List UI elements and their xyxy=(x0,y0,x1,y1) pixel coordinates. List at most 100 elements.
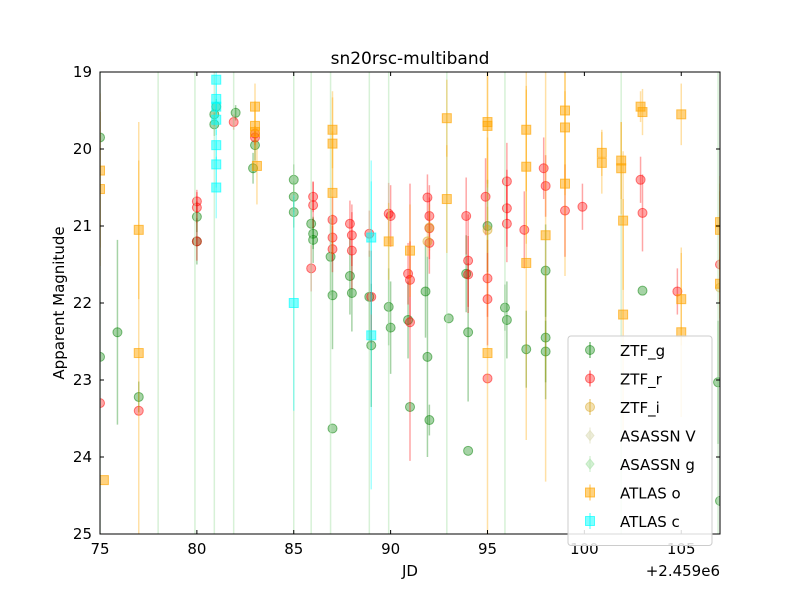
point-ztf-r xyxy=(422,192,433,203)
point-atlas-o xyxy=(100,475,109,486)
point-ztf-r xyxy=(133,405,144,416)
point-atlas-o xyxy=(250,127,260,138)
point-ztf-r xyxy=(637,207,648,218)
legend-label-ztf-i: ZTF_i xyxy=(620,399,660,418)
legend-marker-ztf-r xyxy=(585,373,595,384)
point-ztf-r xyxy=(191,202,202,213)
point-ztf-g xyxy=(344,271,355,282)
point-ztf-g xyxy=(463,445,474,456)
point-ztf-r xyxy=(308,200,319,211)
legend-label-ztf-r: ZTF_r xyxy=(620,371,663,390)
point-ztf-r xyxy=(480,191,491,202)
series-atlas-o xyxy=(100,72,720,534)
y-tick-label: 19 xyxy=(73,63,92,81)
point-ztf-r xyxy=(461,210,472,221)
point-atlas-o xyxy=(596,147,607,158)
point-ztf-g xyxy=(424,415,435,426)
point-ztf-r xyxy=(100,398,105,409)
point-ztf-r xyxy=(560,205,570,216)
point-ztf-g xyxy=(100,351,105,362)
point-ztf-g xyxy=(327,423,338,434)
point-ztf-g xyxy=(133,391,144,402)
point-ztf-r xyxy=(501,218,512,229)
point-ztf-g xyxy=(482,221,493,231)
point-atlas-o xyxy=(521,257,532,268)
point-ztf-g xyxy=(420,286,431,297)
y-tick-label: 25 xyxy=(73,525,92,543)
legend-box xyxy=(567,335,713,546)
point-ztf-g xyxy=(250,140,260,151)
series-atlas-c xyxy=(211,72,377,490)
legend-label-ztf-g: ZTF_g xyxy=(620,342,665,361)
point-ztf-r xyxy=(405,274,415,285)
point-atlas-o xyxy=(676,327,687,338)
x-tick-label: 85 xyxy=(284,540,303,558)
x-tick-label: 75 xyxy=(90,540,109,558)
legend-marker-atlas-o xyxy=(585,487,595,498)
point-ztf-r xyxy=(482,273,493,284)
x-tick-label: 95 xyxy=(478,540,497,558)
point-ztf-g xyxy=(346,287,357,298)
point-ztf-g xyxy=(540,346,551,357)
point-atlas-c xyxy=(211,101,222,112)
point-ztf-r xyxy=(635,174,646,185)
point-ztf-i xyxy=(422,236,433,247)
legend-label-asassn-v: ASASSN V xyxy=(620,428,696,446)
point-ztf-r xyxy=(346,245,357,256)
point-atlas-o xyxy=(327,124,338,135)
point-ztf-r xyxy=(482,373,493,384)
point-atlas-o xyxy=(133,348,144,359)
point-atlas-o xyxy=(133,224,144,235)
point-atlas-o xyxy=(383,236,394,247)
point-atlas-o xyxy=(482,348,493,359)
point-atlas-o xyxy=(441,194,452,205)
series-ztf-i xyxy=(422,204,720,319)
point-ztf-r xyxy=(540,180,551,191)
point-atlas-o xyxy=(521,161,532,172)
legend-marker-atlas-c xyxy=(585,516,595,526)
point-ztf-g xyxy=(405,401,415,412)
point-atlas-c xyxy=(366,232,377,243)
legend-label-atlas-o: ATLAS o xyxy=(620,485,681,503)
point-ztf-r xyxy=(191,236,202,247)
point-atlas-o xyxy=(482,120,493,131)
x-axis-offset-label: +2.459e6 xyxy=(646,562,720,580)
legend-marker-asassn-g xyxy=(585,458,595,470)
point-ztf-r xyxy=(463,269,474,280)
point-ztf-r xyxy=(482,294,493,305)
point-atlas-c xyxy=(211,159,222,170)
point-ztf-r xyxy=(463,255,474,266)
point-atlas-o xyxy=(616,163,627,174)
point-atlas-o xyxy=(618,215,629,226)
legend-marker-ztf-i xyxy=(585,402,595,412)
point-atlas-c xyxy=(288,298,299,308)
point-ztf-r xyxy=(405,317,415,328)
legend-label-asassn-g: ASASSN g xyxy=(620,456,695,474)
point-ztf-g xyxy=(308,234,319,245)
point-ztf-g xyxy=(501,314,512,325)
legend-marker-asassn-v xyxy=(585,429,595,442)
point-atlas-o xyxy=(560,105,570,116)
chart-title: sn20rsc-multiband xyxy=(331,49,490,69)
point-ztf-r xyxy=(385,210,396,221)
point-atlas-o xyxy=(596,157,607,168)
point-atlas-c xyxy=(366,330,377,341)
legend-marker-ztf-g xyxy=(585,345,595,355)
point-atlas-o xyxy=(100,165,105,176)
point-atlas-o xyxy=(250,101,260,112)
y-tick-label: 20 xyxy=(73,140,92,158)
x-tick-label: 80 xyxy=(187,540,206,558)
point-atlas-o xyxy=(441,113,452,124)
y-axis-label: Apparent Magnitude xyxy=(50,226,68,379)
point-atlas-c xyxy=(211,182,222,193)
point-atlas-c xyxy=(211,114,222,125)
point-ztf-g xyxy=(443,313,454,324)
point-ztf-r xyxy=(346,230,357,241)
point-atlas-o xyxy=(676,294,687,305)
point-atlas-o xyxy=(521,124,532,135)
point-atlas-o xyxy=(327,187,338,198)
x-tick-label: 90 xyxy=(381,540,400,558)
point-ztf-r xyxy=(403,268,414,279)
point-atlas-o xyxy=(560,122,570,133)
